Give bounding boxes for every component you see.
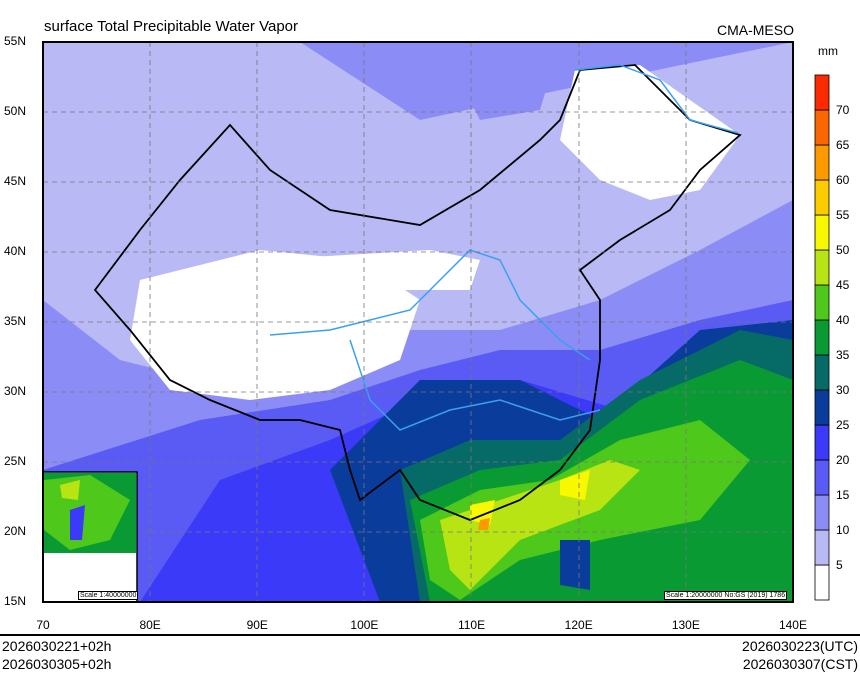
lat-tick-label: 35N <box>4 314 27 328</box>
inset-scale-label: Scale 1:40000000 <box>78 591 139 600</box>
colorbar-level-label: 15 <box>836 488 850 502</box>
colorbar-level-label: 40 <box>836 313 850 327</box>
main-scale-label: Scale 1:20000000 No:GS (2019) 1786 <box>664 591 788 600</box>
colorbar-level-label: 50 <box>836 243 850 257</box>
lat-tick-label: 25N <box>4 454 27 468</box>
colorbar-box <box>814 389 830 426</box>
model-label: CMA-MESO <box>717 22 794 38</box>
lat-tick-label: 40N <box>4 244 27 258</box>
colorbar-box <box>814 144 830 181</box>
colorbar-box <box>814 459 830 496</box>
lat-tick-label: 55N <box>4 34 27 48</box>
colorbar-box <box>814 179 830 216</box>
lat-tick-label: 15N <box>4 594 27 608</box>
colorbar-box <box>814 564 830 601</box>
lon-tick-label: 70 <box>36 618 50 632</box>
chart-title: surface Total Precipitable Water Vapor <box>44 18 299 35</box>
lon-tick-label: 110E <box>457 618 486 632</box>
colorbar-box <box>814 249 830 286</box>
lat-tick-label: 30N <box>4 384 27 398</box>
colorbar-box <box>814 529 830 566</box>
lon-tick-label: 90E <box>246 618 268 632</box>
lon-tick-label: 130E <box>671 618 700 632</box>
colorbar-level-label: 60 <box>836 173 850 187</box>
lon-tick-label: 140E <box>778 618 807 632</box>
colorbar-level-label: 35 <box>836 348 850 362</box>
valid-time-left: 2026030305+02h <box>2 656 112 672</box>
colorbar-level-label: 55 <box>836 208 850 222</box>
colorbar-box <box>814 109 830 146</box>
south-china-sea-inset <box>42 471 138 603</box>
colorbar-level-label: 25 <box>836 418 850 432</box>
colorbar-box <box>814 494 830 531</box>
lon-tick-label: 100E <box>350 618 379 632</box>
colorbar-level-label: 10 <box>836 523 850 537</box>
colorbar-level-label: 20 <box>836 453 850 467</box>
colorbar-level-label: 5 <box>836 558 843 572</box>
lon-tick-label: 120E <box>564 618 593 632</box>
colorbar-level-label: 30 <box>836 383 850 397</box>
colorbar-level-label: 70 <box>836 103 850 117</box>
lon-tick-label: 80E <box>139 618 161 632</box>
cst-time-right: 2026030307(CST) <box>742 656 858 672</box>
lat-tick-label: 45N <box>4 174 27 188</box>
colorbar-box <box>814 354 830 391</box>
colorbar-box <box>814 284 830 321</box>
precip-water-field <box>43 42 793 602</box>
graticule <box>43 42 793 602</box>
lat-tick-label: 20N <box>4 524 27 538</box>
colorbar-box <box>814 214 830 251</box>
utc-time-right: 2026030223(UTC) <box>742 638 858 654</box>
footer-divider <box>0 634 860 636</box>
colorbar-level-label: 45 <box>836 278 850 292</box>
colorbar-level-label: 65 <box>836 138 850 152</box>
colorbar-box <box>814 424 830 461</box>
map-frame <box>42 41 794 603</box>
colorbar <box>814 74 830 601</box>
colorbar-box <box>814 319 830 356</box>
init-time-left: 2026030221+02h <box>2 638 112 654</box>
colorbar-unit: mm <box>818 44 838 58</box>
lat-tick-label: 50N <box>4 104 27 118</box>
colorbar-box <box>814 74 830 111</box>
